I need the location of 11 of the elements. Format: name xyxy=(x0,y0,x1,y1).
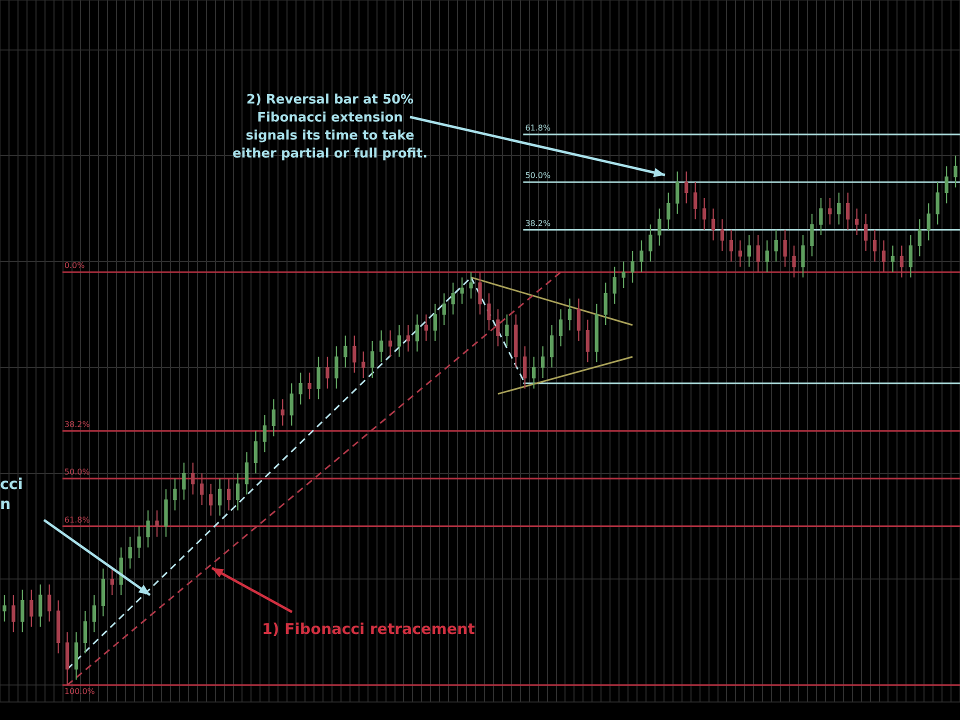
annotation: 50.0% xyxy=(64,468,90,477)
annotation: 0.0% xyxy=(64,261,86,270)
annotation: 38.2% xyxy=(525,218,552,228)
annotation: 50.0% xyxy=(525,171,552,180)
annotation: 61.8% xyxy=(525,124,552,133)
annotation: 1) Fibonacci retracement xyxy=(262,620,475,638)
annotation: cci n xyxy=(0,474,23,513)
annotation: 38.2% xyxy=(64,420,90,430)
annotation: 2) Reversal bar at 50% Fibonacci extension signals its time to take either partial or full profit. xyxy=(232,92,428,162)
annotation: 100.0% xyxy=(64,687,96,696)
annotation: 61.8% xyxy=(64,515,90,524)
